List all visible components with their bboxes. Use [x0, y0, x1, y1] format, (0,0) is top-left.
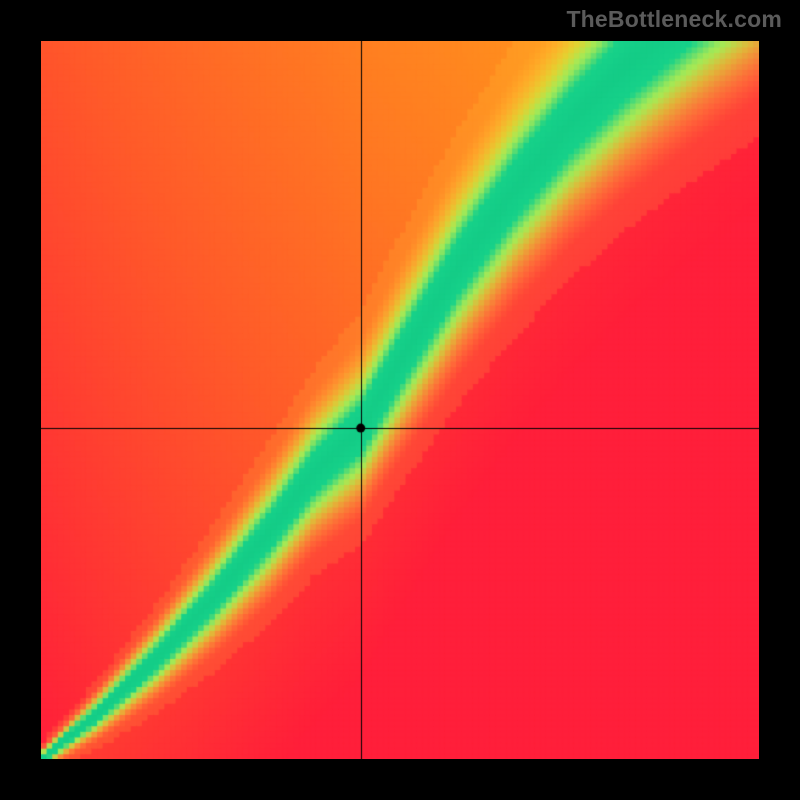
bottleneck-heatmap — [41, 41, 759, 759]
watermark-text: TheBottleneck.com — [566, 6, 782, 33]
chart-frame: TheBottleneck.com — [0, 0, 800, 800]
